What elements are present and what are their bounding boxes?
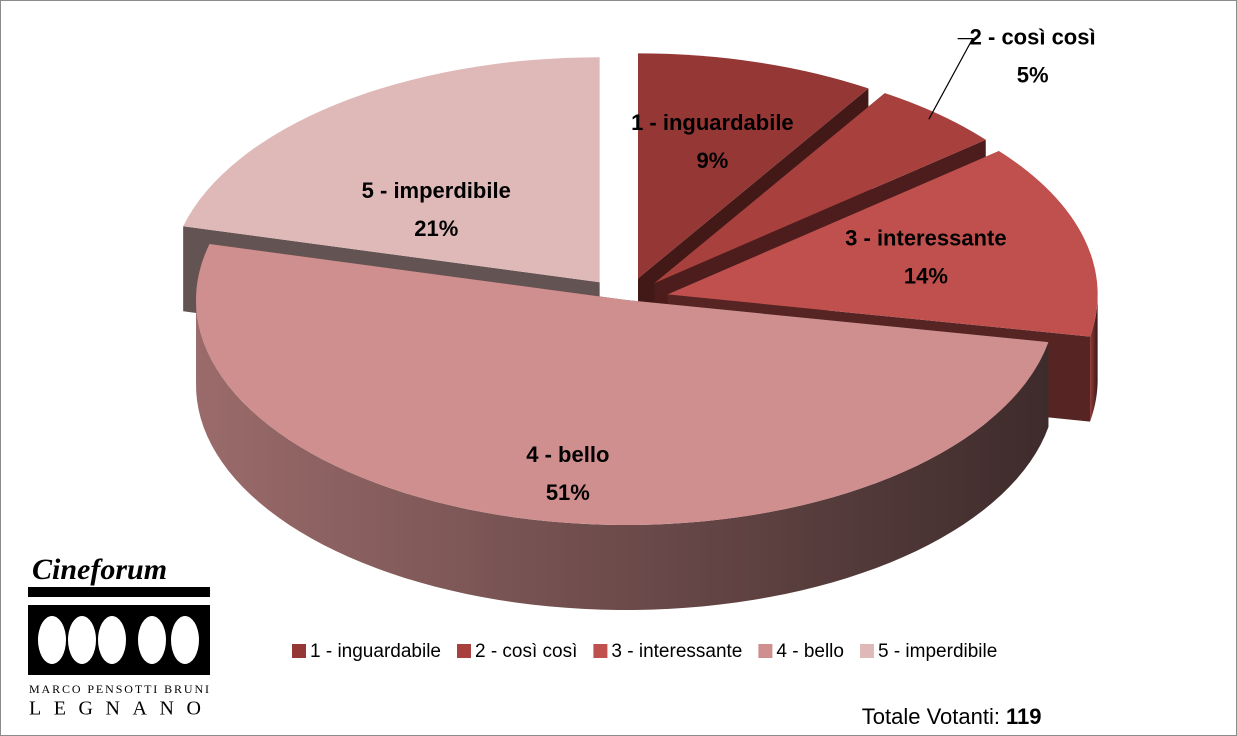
logo-title: Cineforum [32,553,167,586]
legend-swatch [292,644,306,658]
legend-swatch [593,644,608,658]
pie-tops [183,53,1098,525]
slice [637,53,869,279]
film-strip [28,587,210,597]
logo: Cineforum MARCO PENSOTTI BRUNI LEGNANO [28,553,210,720]
footer-value: 119 [1006,704,1042,729]
legend-label: 5 - imperdibile [878,641,997,662]
logo-line1: MARCO PENSOTTI BRUNI [29,682,209,696]
legend-swatch [758,644,773,658]
data-label: 9% [696,148,728,173]
slice [183,57,600,283]
legend-label: 4 - bello [776,641,844,662]
faces [38,616,199,664]
legend-swatch [859,644,874,658]
slice [196,244,1049,525]
leader-line [928,38,974,120]
slice-side [196,297,1049,610]
legend-swatch [456,644,471,658]
slice [654,93,986,284]
data-label: 14% [904,264,948,289]
data-label-category: 4 - bello [526,442,609,467]
footer-label: Totale Votanti: [862,704,1000,729]
legend-label: 3 - interessante [611,641,742,662]
data-label: 5% [1017,62,1049,87]
slice-side [1090,292,1098,422]
data-label-category: 1 - inguardabile [631,110,794,135]
legend-label: 1 - inguardabile [310,641,441,662]
data-label: 21% [414,216,458,241]
data-label-category: 3 - interessante [845,226,1006,251]
data-label-category: 2 - così così [970,24,1096,49]
data-label-category: 5 - imperdibile [362,178,511,203]
legend-label: 2 - così così [475,641,577,662]
data-label: 51% [546,480,590,505]
slice [667,150,1098,337]
